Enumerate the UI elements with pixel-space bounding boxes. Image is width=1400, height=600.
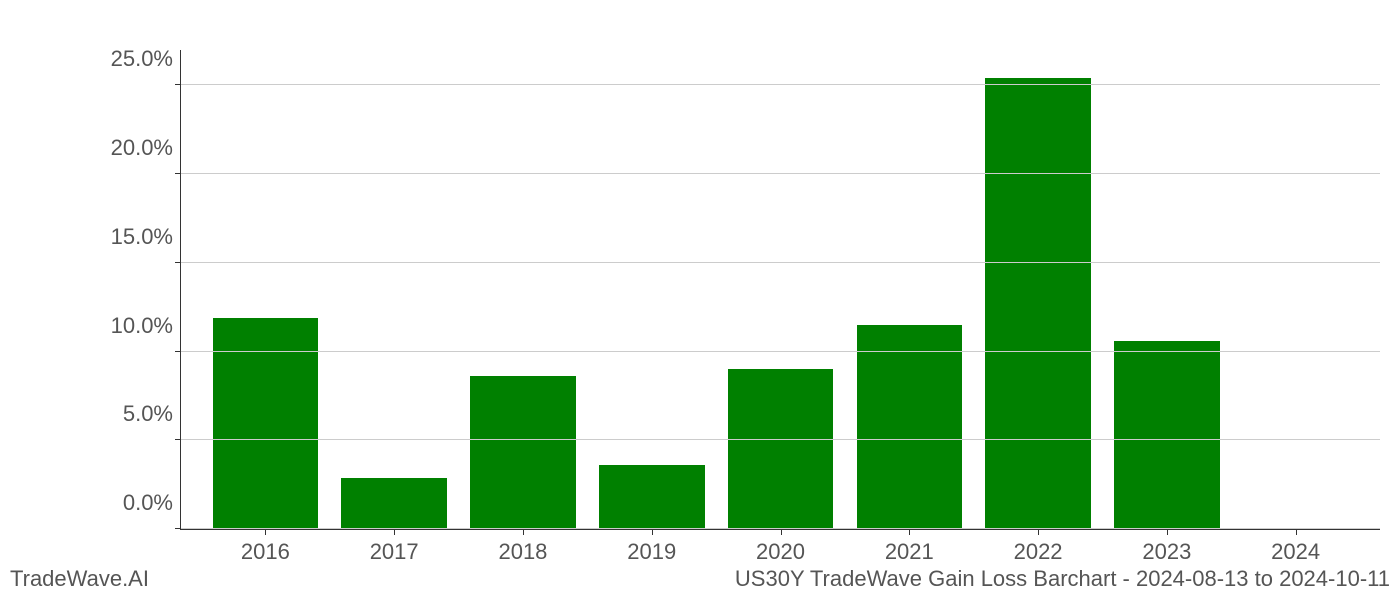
x-tick-label: 2018 <box>498 539 547 565</box>
gridline <box>181 84 1380 85</box>
bar-slot: 2017 <box>330 50 459 529</box>
x-tick-mark <box>652 529 653 535</box>
bar <box>985 78 1091 529</box>
y-tick-mark <box>175 528 181 529</box>
x-tick-label: 2016 <box>241 539 290 565</box>
x-tick-mark <box>1296 529 1297 535</box>
y-tick-mark <box>175 84 181 85</box>
bar <box>857 325 963 529</box>
gridline <box>181 439 1380 440</box>
x-tick-label: 2022 <box>1014 539 1063 565</box>
bar-chart: 201620172018201920202021202220232024 0.0… <box>180 50 1380 530</box>
x-tick-label: 2024 <box>1271 539 1320 565</box>
x-tick-label: 2020 <box>756 539 805 565</box>
bar-slot: 2019 <box>587 50 716 529</box>
footer-brand: TradeWave.AI <box>10 566 149 592</box>
x-tick-mark <box>394 529 395 535</box>
y-tick-mark <box>175 439 181 440</box>
y-tick-mark <box>175 173 181 174</box>
bar-slot: 2020 <box>716 50 845 529</box>
bar <box>470 376 576 529</box>
bar <box>341 478 447 529</box>
gridline <box>181 173 1380 174</box>
x-tick-mark <box>1038 529 1039 535</box>
x-tick-mark <box>523 529 524 535</box>
footer-title: US30Y TradeWave Gain Loss Barchart - 202… <box>735 566 1390 592</box>
bar-slot: 2022 <box>974 50 1103 529</box>
x-tick-mark <box>265 529 266 535</box>
y-tick-mark <box>175 262 181 263</box>
bar-slot: 2021 <box>845 50 974 529</box>
x-tick-mark <box>909 529 910 535</box>
y-tick-label: 10.0% <box>111 313 173 339</box>
plot-area: 201620172018201920202021202220232024 0.0… <box>180 50 1380 530</box>
x-tick-mark <box>781 529 782 535</box>
x-tick-label: 2023 <box>1142 539 1191 565</box>
y-tick-label: 0.0% <box>123 490 173 516</box>
y-tick-label: 20.0% <box>111 135 173 161</box>
bar <box>728 369 834 529</box>
gridline <box>181 262 1380 263</box>
bar-slot: 2023 <box>1102 50 1231 529</box>
y-tick-mark <box>175 351 181 352</box>
y-tick-label: 5.0% <box>123 401 173 427</box>
gridline <box>181 351 1380 352</box>
y-tick-label: 15.0% <box>111 224 173 250</box>
bar <box>1114 341 1220 529</box>
bar <box>213 318 319 529</box>
x-tick-label: 2021 <box>885 539 934 565</box>
y-tick-label: 25.0% <box>111 46 173 72</box>
bar <box>599 465 705 529</box>
bar-slot: 2016 <box>201 50 330 529</box>
bar-slot: 2024 <box>1231 50 1360 529</box>
bars-wrapper: 201620172018201920202021202220232024 <box>181 50 1380 529</box>
gridline <box>181 528 1380 529</box>
x-tick-mark <box>1167 529 1168 535</box>
x-tick-label: 2017 <box>370 539 419 565</box>
x-tick-label: 2019 <box>627 539 676 565</box>
bar-slot: 2018 <box>459 50 588 529</box>
